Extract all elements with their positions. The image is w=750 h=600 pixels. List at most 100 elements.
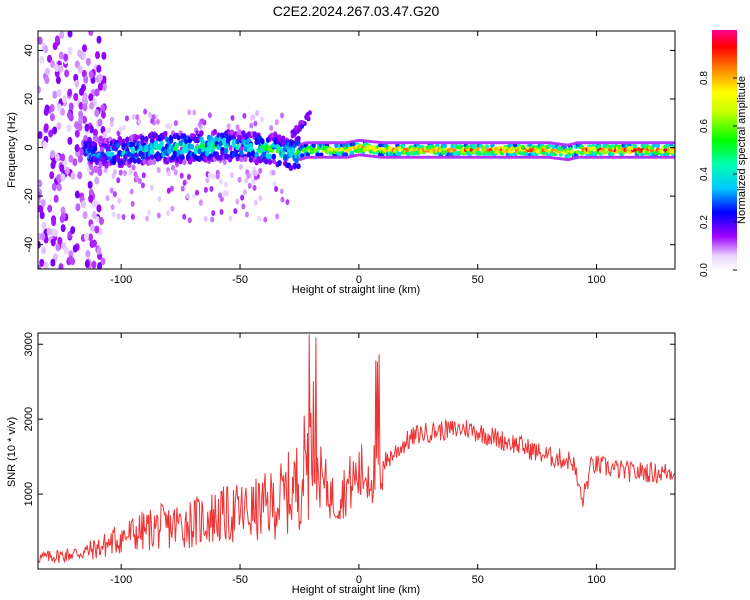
spectrogram-cell [103,131,108,138]
spectrogram-cell [88,194,94,203]
spectrogram-cell [68,154,74,163]
spectrogram-cell [68,102,74,111]
spectrogram-cell [507,143,512,148]
spectrogram-cell [49,171,55,180]
spectrogram-cell [130,213,135,220]
spectrogram-cell [112,191,117,198]
spectrogram-cell [93,165,99,174]
spectrogram-cell [311,143,316,148]
spectrogram-cell [43,261,49,269]
spectrogram-cell [149,154,155,161]
spectrogram-cell [118,126,123,133]
spectrogram-cell [343,152,349,157]
spectrogram-cell [131,114,136,121]
spectrogram-cell [142,158,147,165]
y-tick-label: -20 [23,188,35,204]
spectrogram-cell [94,88,100,97]
spectrogram-cell [223,181,228,188]
spectrogram-cell [72,244,78,253]
spectrogram-cell [62,159,68,168]
spectrogram-cell [218,192,223,199]
spectrogram-cell [109,121,114,128]
spectrogram-cell [241,130,246,137]
spectrogram-cell [82,92,88,101]
spectrogram-cell [110,204,115,211]
spectrogram-cell [118,169,123,176]
spectrogram-cell [130,147,136,154]
colorbar-tick-label: 0.0 [699,263,710,277]
spectrogram-cell [42,140,48,149]
spectrogram-cell [66,124,72,133]
spectrogram-cell [83,135,88,142]
spectrogram-cell [88,93,94,102]
spectrogram-cell [228,145,233,152]
spectrogram-cell [96,204,102,213]
spectrogram-cell [244,211,249,218]
colorbar: 0.0 0.2 0.4 0.6 0.8 Normalized spectral ampl… [699,30,748,277]
y-tick-label: 40 [23,44,35,56]
spectrogram-cell [97,168,103,177]
colorbar-ticks: 0.0 0.2 0.4 0.6 0.8 [699,71,737,277]
spectrogram-cell [277,160,282,167]
spectrogram-cell [61,95,67,104]
spectrogram-cell [44,76,50,85]
spectrogram-cell [67,31,73,38]
spectrogram-cell [203,215,208,222]
spectrogram-cell [187,109,192,116]
spectrogram-cell [87,180,93,189]
spectrogram-cell [246,151,252,158]
spectrogram-cell [275,213,280,220]
x-tick-label: 100 [587,574,605,586]
x-tick-label: 100 [587,274,605,286]
spectrogram-cell [192,109,197,116]
spectrogram-cell [70,226,76,235]
spectrogram-cell [368,149,373,154]
spectrogram-cell [81,115,87,124]
spectrogram-cell [56,122,62,131]
spectrogram-cell [96,246,102,255]
spectrogram-cell [41,246,47,255]
spectrogram-cell [78,116,84,125]
spectrogram-cell [50,150,56,159]
spectrogram-cell [92,145,98,152]
spectrogram-cells [38,31,675,269]
spectrogram-cell [96,35,102,44]
spectrogram-cell [48,129,54,138]
spectrogram-cell [115,154,121,161]
spectrogram-cell [47,204,53,213]
spectrogram-cell [247,182,252,189]
spectrogram-cell [78,101,84,110]
spectrogram-cell [44,67,50,76]
spectrogram-cell [290,147,295,154]
spectrogram-cell [155,118,160,125]
spectrogram-cell [111,159,117,166]
spectrogram-cell [222,159,227,166]
spectrogram-cell [52,126,58,135]
spectrogram-cell [137,118,142,125]
spectrogram-cell [87,147,92,154]
spectrogram-cell [91,239,97,248]
spectrogram-cell [229,172,234,179]
spectrogram-cell [246,173,251,180]
spectrogram-cell [251,178,256,185]
spectrogram-cell [147,209,152,216]
spectrogram-cell [38,204,44,213]
colorbar-tick-label: 0.4 [699,167,710,181]
spectrogram-cell [54,153,60,162]
spectrogram-cell [88,233,94,242]
spectrogram-cell [149,148,155,155]
spectrogram-cell [82,211,88,220]
spectrogram-cell [281,139,286,146]
spectrogram-cell [109,187,114,194]
spectrogram-cell [305,114,310,120]
spectrogram-cell [74,129,80,138]
spectrogram-cell [147,159,153,166]
spectrogram-cell [122,169,127,176]
spectrogram-cell [180,185,185,192]
spectrogram-cell [50,60,56,69]
spectrogram-cell [60,224,66,233]
spectrogram-cell [83,232,89,241]
spectrogram-cell [279,188,284,195]
spectrogram-cell [88,188,94,197]
